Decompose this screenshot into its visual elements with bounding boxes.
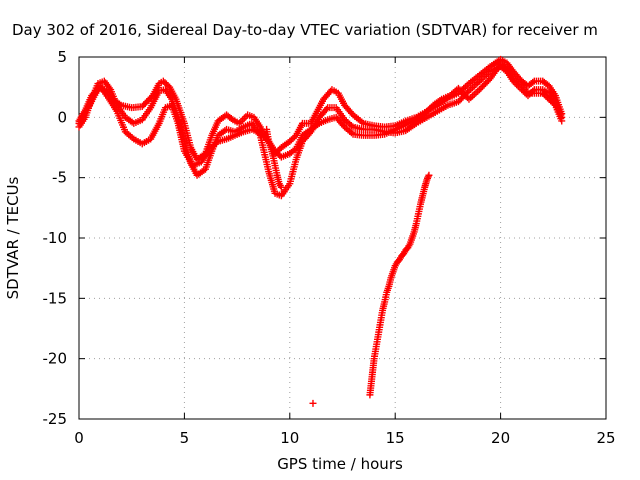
data-point — [425, 171, 433, 179]
series-steep-segment — [263, 125, 285, 191]
y-tick-label: -10 — [43, 229, 68, 247]
plot-frame — [78, 56, 607, 420]
y-tick-label: 5 — [57, 48, 67, 66]
y-axis-label: SDTVAR / TECUs — [4, 176, 22, 299]
axis-ticks — [78, 56, 607, 420]
grid-lines — [79, 57, 606, 419]
data-point — [277, 183, 285, 191]
x-tick-labels: 0 5 10 15 20 25 — [74, 429, 615, 447]
x-tick-label: 20 — [491, 429, 510, 447]
data-point — [423, 176, 431, 184]
x-tick-label: 25 — [596, 429, 615, 447]
chart-title: Day 302 of 2016, Sidereal Day-to-day VTE… — [12, 21, 598, 39]
series-track-c — [75, 60, 566, 170]
data-point — [550, 100, 558, 108]
y-tick-labels: 5 0 -5 -10 -15 -20 -25 — [43, 48, 68, 428]
y-tick-label: 0 — [57, 108, 67, 126]
series-track-a — [75, 55, 566, 164]
y-tick-label: -5 — [52, 169, 67, 187]
y-tick-label: -25 — [43, 410, 68, 428]
data-point — [558, 117, 566, 125]
data-point — [227, 115, 235, 123]
x-tick-label: 10 — [280, 429, 299, 447]
x-tick-label: 5 — [180, 429, 190, 447]
y-tick-label: -15 — [43, 289, 68, 307]
data-points — [75, 55, 566, 407]
x-tick-label: 0 — [74, 429, 84, 447]
series-recovery-segment — [366, 171, 433, 399]
data-point — [291, 133, 299, 141]
data-point — [529, 78, 537, 86]
x-tick-label: 15 — [386, 429, 405, 447]
x-axis-label: GPS time / hours — [277, 455, 403, 473]
series-track-b — [75, 63, 566, 200]
series-outlier — [309, 399, 317, 407]
data-point — [424, 173, 432, 181]
data-point — [164, 82, 172, 90]
data-point — [322, 105, 330, 113]
y-tick-label: -20 — [43, 350, 68, 368]
data-point — [339, 121, 347, 129]
data-point — [424, 174, 432, 182]
data-point — [309, 399, 317, 407]
